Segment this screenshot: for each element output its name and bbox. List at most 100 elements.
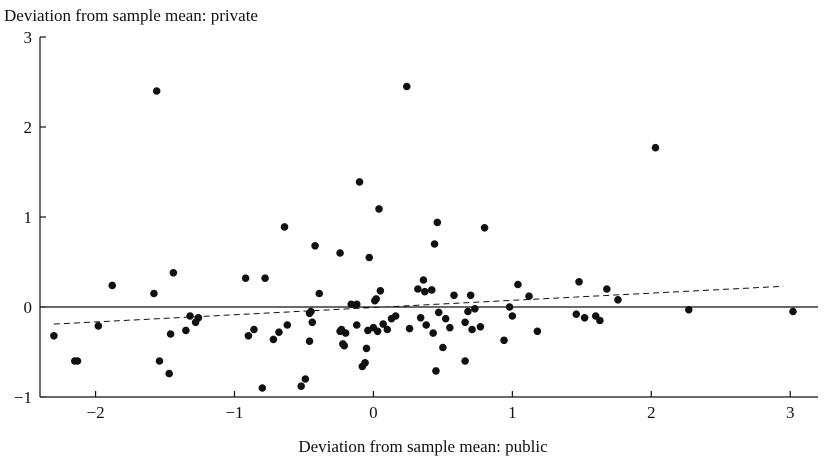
data-point xyxy=(572,310,581,319)
data-point xyxy=(580,314,589,322)
x-axis-ticks: −2 −1 0 1 2 3 xyxy=(87,391,795,422)
y-axis-label: Deviation from sample mean: private xyxy=(4,6,258,25)
data-point xyxy=(439,343,447,352)
data-point xyxy=(505,303,514,311)
data-point xyxy=(297,382,305,391)
data-point xyxy=(152,87,161,95)
data-point xyxy=(525,292,533,301)
data-point xyxy=(365,253,374,262)
x-tick-label: 2 xyxy=(647,403,656,422)
data-point xyxy=(373,327,382,336)
data-point xyxy=(379,320,387,328)
y-tick-label: 3 xyxy=(24,28,33,47)
data-point xyxy=(433,218,442,227)
data-point xyxy=(94,322,103,330)
data-point xyxy=(684,305,693,314)
data-point xyxy=(391,312,400,320)
data-point xyxy=(430,240,439,248)
data-point xyxy=(301,375,310,383)
data-point xyxy=(362,344,371,353)
x-axis-label: Deviation from sample mean: public xyxy=(298,437,548,456)
data-point xyxy=(533,327,542,336)
data-point xyxy=(596,316,604,325)
data-points xyxy=(50,82,797,392)
data-point xyxy=(269,335,278,344)
x-tick-label: 0 xyxy=(369,403,378,422)
data-point xyxy=(336,249,344,257)
data-point xyxy=(471,305,479,313)
data-point xyxy=(789,307,797,316)
data-point xyxy=(461,318,469,327)
data-point xyxy=(461,357,469,365)
data-point xyxy=(419,276,428,284)
data-point xyxy=(603,285,611,293)
data-point xyxy=(427,286,436,294)
data-point xyxy=(73,357,82,365)
data-point xyxy=(165,369,174,378)
data-point xyxy=(166,330,175,338)
data-point xyxy=(480,224,489,232)
data-point xyxy=(305,337,314,346)
x-tick-label: 1 xyxy=(508,403,517,422)
data-point xyxy=(244,332,253,340)
data-point xyxy=(182,326,190,335)
x-tick-label: −2 xyxy=(87,403,105,422)
data-point xyxy=(283,321,292,329)
data-point xyxy=(340,341,349,350)
data-point xyxy=(311,242,319,250)
data-point xyxy=(375,205,383,213)
data-point xyxy=(476,323,485,331)
data-point xyxy=(421,287,429,296)
y-tick-label: 2 xyxy=(24,118,33,137)
data-point xyxy=(355,178,364,186)
trend-line-layer xyxy=(53,285,784,325)
data-point xyxy=(150,289,158,298)
x-tick-label: 3 xyxy=(786,403,795,422)
data-point xyxy=(405,324,414,333)
data-point xyxy=(258,384,267,392)
y-axis-ticks: −1 0 1 2 3 xyxy=(14,28,46,407)
y-tick-label: 1 xyxy=(24,208,33,227)
y-tick-label: 0 xyxy=(24,298,33,317)
data-point xyxy=(414,285,422,293)
data-point xyxy=(422,321,431,329)
data-point xyxy=(250,325,258,334)
data-point xyxy=(441,314,450,323)
data-point xyxy=(307,307,315,316)
data-point xyxy=(500,336,508,345)
data-point xyxy=(352,300,361,309)
data-point xyxy=(155,357,164,365)
data-point xyxy=(450,291,458,300)
data-point xyxy=(446,323,454,332)
trend-line xyxy=(53,285,784,325)
data-point xyxy=(514,280,522,289)
data-point xyxy=(575,278,583,286)
data-point xyxy=(308,318,317,327)
data-point xyxy=(402,82,411,91)
data-point xyxy=(275,328,283,337)
data-point xyxy=(169,269,178,277)
data-point xyxy=(614,296,622,304)
data-point xyxy=(108,281,117,290)
data-point xyxy=(50,332,58,340)
data-point xyxy=(432,367,440,375)
data-point xyxy=(416,314,425,322)
data-point xyxy=(315,289,324,298)
data-point xyxy=(341,329,350,337)
data-point xyxy=(186,312,194,320)
data-point xyxy=(372,295,381,303)
data-point xyxy=(194,314,203,322)
data-point xyxy=(352,321,361,329)
data-point xyxy=(429,329,437,337)
data-point xyxy=(508,312,517,320)
data-point xyxy=(241,274,250,283)
data-point xyxy=(464,307,472,316)
x-tick-label: −1 xyxy=(225,403,243,422)
data-point xyxy=(434,308,443,317)
data-point xyxy=(466,291,475,300)
data-point xyxy=(383,325,392,334)
data-point xyxy=(261,274,269,283)
data-point xyxy=(280,223,289,231)
data-point xyxy=(361,359,369,367)
